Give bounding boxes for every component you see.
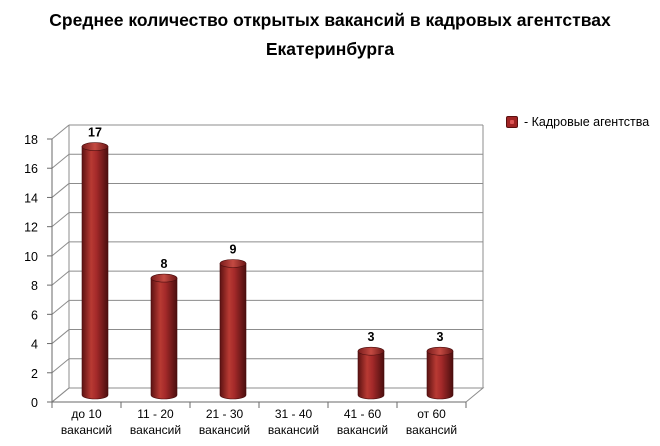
y-tick-label: 2 [31,367,38,381]
y-tick-label: 0 [31,396,38,410]
y-tick-label: 8 [31,279,38,293]
gridline-side-4 [51,329,70,344]
legend: - Кадровые агентства [506,113,656,132]
bar-cap [357,346,385,356]
gridline-side-2 [51,358,70,374]
gridline-side-8 [51,270,70,286]
x-tick-label: вакансий [199,423,250,437]
bar-1 [150,273,178,400]
bar-cap [81,142,109,151]
x-tick-label: 31 - 40 [275,407,313,421]
data-label: 17 [88,126,102,140]
x-tick-label: вакансий [268,423,319,437]
data-label: 9 [230,243,237,257]
legend-swatch [506,116,518,128]
bars-layer [81,142,454,400]
bar-body [426,350,454,400]
data-label: 8 [161,257,168,271]
chart-title: Среднее количество открытых вакансий в к… [0,6,660,64]
data-label: 3 [368,330,375,344]
y-tick-label: 6 [31,308,38,322]
y-tick-label: 12 [24,221,38,235]
x-tick-label: вакансий [130,423,181,437]
labels-layer: 0 2 4 6 8 10 12 14 16 18 до 10 вакансий 11 - 20 вакан… [24,126,457,437]
x-tick-label: вакансий [61,423,112,437]
x-tick-label: 21 - 30 [206,407,244,421]
x-tick-label: вакансий [406,423,457,437]
y-tick-label: 16 [24,162,38,176]
data-label: 3 [437,330,444,344]
y-tick-label: 4 [31,338,38,352]
gridline-side-6 [51,299,70,315]
bar-body [357,350,385,400]
bar-0 [81,142,109,400]
bar-4 [357,346,385,400]
y-tick-label: 10 [24,250,38,264]
floor [50,387,485,403]
x-tick-label: вакансий [337,423,388,437]
x-tick-label: от 60 [417,407,446,421]
bar-cap [426,346,454,356]
gridline-side-16 [51,153,70,169]
x-tick-label: до 10 [71,407,102,421]
chart-title-line-1: Среднее количество открытых вакансий в к… [49,10,611,30]
bar-body [150,277,178,400]
bar-2 [219,259,247,400]
legend-label: - Кадровые агентства [524,115,650,129]
y-tick-label: 14 [24,191,38,205]
bar-body [81,146,109,400]
gridline-side-14 [51,183,70,198]
x-tick-label: 41 - 60 [344,407,382,421]
y-tick-label: 18 [24,133,38,147]
gridline-side-18 [51,124,70,140]
bar-body [219,263,247,400]
bar-cap [219,259,247,268]
gridline-side-12 [51,212,70,228]
chart-title-line-2: Екатеринбурга [265,39,395,59]
bar-cap [150,273,178,283]
bar-5 [426,346,454,400]
x-tick-label: 11 - 20 [137,407,174,421]
grid-layer [47,124,485,408]
gridline-side-10 [51,241,70,257]
